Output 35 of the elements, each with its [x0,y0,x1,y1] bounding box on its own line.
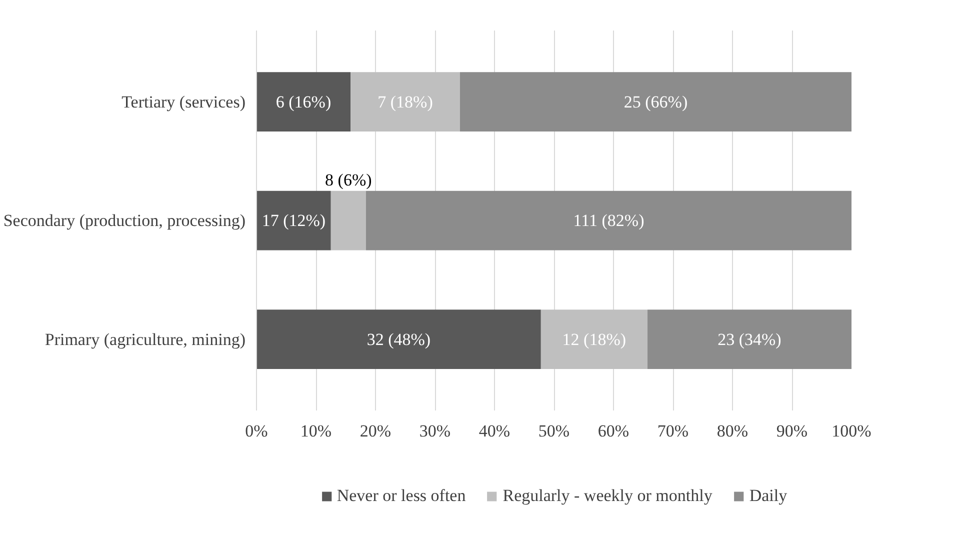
legend-label: Regularly - weekly or monthly [502,486,712,506]
x-tick-label: 0% [245,422,268,440]
data-label: 25 (66%) [624,92,688,112]
x-tick-label: 90% [776,422,808,440]
x-tick-label: 10% [300,422,332,440]
data-label: 6 (16%) [276,92,332,112]
bar [647,310,852,369]
bar [330,190,366,250]
x-tick-label: 60% [598,422,630,440]
x-tick-label: 80% [716,422,748,440]
data-label: 17 (12%) [262,211,326,230]
y-tick-label: Primary (agriculture, mining) [44,330,246,349]
bar [256,72,351,132]
bar [350,72,460,132]
data-label: 12 (18%) [562,330,626,349]
x-tick-label: 40% [478,422,510,440]
bar [460,72,852,132]
data-label: 7 (18%) [378,92,433,112]
x-tick-label: 70% [657,422,689,440]
bar [256,190,331,250]
legend-label: Daily [749,486,788,506]
data-label: 111 (82%) [573,211,644,230]
x-tick-label: 50% [538,422,570,440]
y-tick-label: Tertiary (services) [122,92,246,112]
bar [540,310,648,369]
data-label: 32 (48%) [366,330,431,349]
y-tick-label: Secondary (production, processing) [3,211,246,230]
bar [256,310,541,369]
x-tick-label: 20% [360,422,392,440]
data-label: 8 (6%) [325,170,372,190]
x-tick-label: 100% [832,422,872,440]
x-tick-label: 30% [419,422,451,440]
legend-label: Never or less often [336,486,466,506]
bar [366,190,852,250]
data-label: 23 (34%) [718,330,782,349]
